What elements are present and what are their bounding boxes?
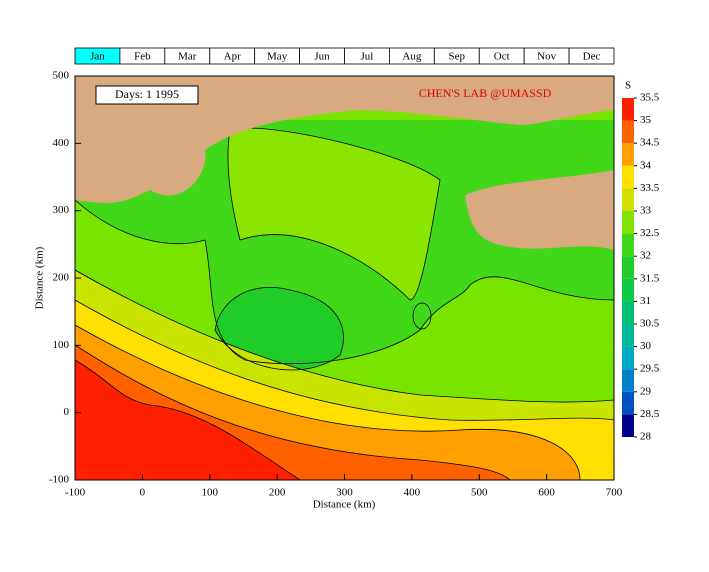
y-tick-label: 0 (64, 406, 70, 418)
month-tab-label[interactable]: Oct (494, 51, 510, 63)
colorbar-band (622, 324, 634, 347)
colorbar-band (622, 188, 634, 211)
colorbar-band (622, 414, 634, 437)
x-tick-label: 500 (471, 487, 488, 499)
month-tab-label[interactable]: Jun (314, 51, 330, 63)
month-tab-label[interactable]: Apr (224, 51, 241, 63)
colorbar-band (622, 256, 634, 279)
colorbar-band (622, 211, 634, 234)
month-tab-label[interactable]: Nov (537, 51, 556, 63)
y-tick-label: -100 (49, 474, 70, 486)
colorbar-tick-label: 32 (640, 250, 651, 262)
colorbar-tick-label: 32.5 (640, 227, 660, 239)
colorbar-band (622, 143, 634, 166)
y-tick-label: 300 (53, 204, 70, 216)
colorbar-band (622, 369, 634, 392)
x-tick-label: 200 (269, 487, 286, 499)
y-tick-label: 500 (53, 70, 70, 82)
colorbar-band (622, 346, 634, 370)
colorbar-tick-label: 33.5 (640, 182, 660, 194)
y-tick-label: 200 (53, 272, 70, 284)
colorbar-tick-label: 28 (640, 431, 652, 443)
colorbar-tick-label: 34 (640, 159, 652, 171)
x-tick-label: 100 (202, 487, 219, 499)
month-tab[interactable] (568, 47, 615, 65)
month-tab-label[interactable]: May (267, 51, 288, 63)
colorbar-band (622, 165, 634, 189)
x-tick-label: 600 (538, 487, 555, 499)
colorbar-tick-label: 30.5 (640, 318, 660, 330)
colorbar-band (622, 98, 634, 121)
colorbar-tick-label: 34.5 (640, 137, 660, 149)
x-tick-label: 700 (606, 487, 623, 499)
colorbar-tick-label: 29.5 (640, 363, 660, 375)
x-axis-label: Distance (km) (313, 499, 376, 511)
month-tab-label[interactable]: Aug (402, 51, 421, 63)
month-tab-label[interactable]: Dec (583, 51, 601, 63)
colorbar-band (622, 301, 634, 324)
colorbar-tick-label: 31.5 (640, 272, 660, 284)
colorbar-band (622, 120, 634, 144)
day-box (95, 85, 199, 105)
colorbar-band (622, 233, 634, 257)
day-label: Days: 1 1995 (115, 87, 179, 101)
y-axis-label: Distance (km) (34, 246, 46, 309)
colorbar-band (622, 278, 634, 302)
colorbar-band (622, 391, 634, 415)
x-tick-label: -100 (65, 487, 86, 499)
month-tab-label[interactable]: Feb (134, 51, 151, 63)
x-tick-label: 400 (404, 487, 421, 499)
x-tick-label: 0 (140, 487, 146, 499)
colorbar-tick-label: 29 (640, 385, 652, 397)
colorbar-tick-label: 35 (640, 114, 652, 126)
month-tab-label[interactable]: Jul (361, 51, 374, 63)
month-tab-label[interactable]: Mar (178, 51, 197, 63)
colorbar-tick-label: 31 (640, 295, 651, 307)
colorbar-tick-label: 35.5 (640, 92, 660, 104)
y-tick-label: 100 (53, 339, 70, 351)
credit: CHEN'S LAB @UMASSD (419, 86, 552, 100)
salinity-field (75, 76, 614, 480)
month-tab-label[interactable]: Sep (449, 51, 466, 63)
colorbar-label: S (625, 80, 631, 92)
colorbar-tick-label: 28.5 (640, 408, 660, 420)
month-tab-label[interactable]: Jan (90, 51, 105, 63)
x-tick-label: 300 (336, 487, 353, 499)
colorbar-tick-label: 33 (640, 205, 652, 217)
colorbar-tick-label: 30 (640, 340, 652, 352)
y-tick-label: 400 (53, 137, 70, 149)
